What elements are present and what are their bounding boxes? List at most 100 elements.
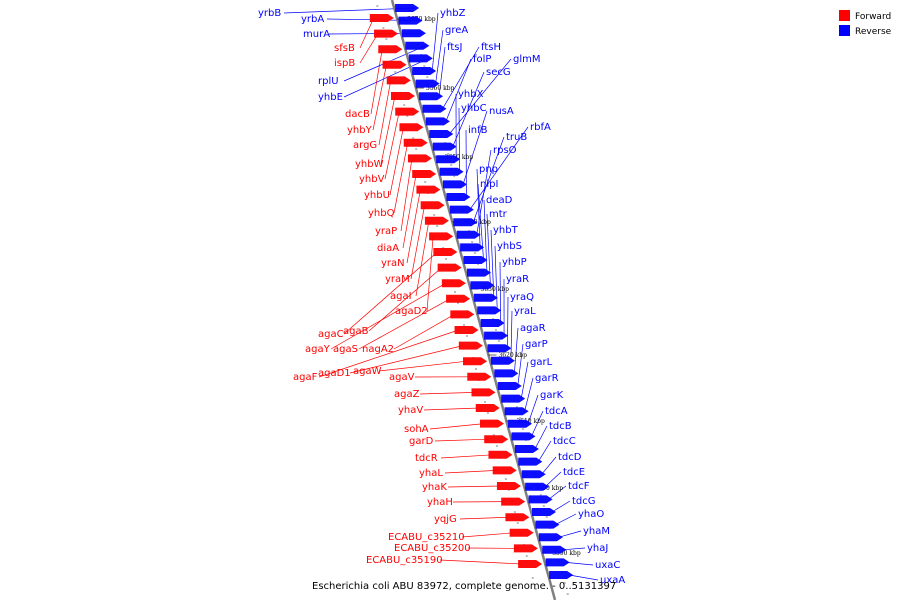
gene-label-ispb[interactable]: ispB [334, 58, 355, 69]
gene-label-garp[interactable]: garP [525, 339, 548, 350]
gene-label-rpso[interactable]: rpsO [493, 145, 517, 156]
gene-label-yhbv[interactable]: yhbV [359, 174, 385, 185]
axis-dot [406, 115, 409, 117]
forward-gene-leader [380, 95, 396, 165]
reverse-gene-leader [544, 471, 562, 488]
reverse-gene-glyph [446, 193, 471, 201]
gene-label-yrap[interactable]: yraP [375, 226, 397, 237]
gene-label-pnp[interactable]: pnp [479, 164, 498, 175]
gene-label-glmm[interactable]: glmM [513, 54, 541, 65]
gene-label-garr[interactable]: garR [535, 373, 559, 384]
forward-gene-glyph [420, 201, 445, 210]
gene-label-tdcg[interactable]: tdcG [572, 496, 596, 507]
gene-label-yrar[interactable]: yraR [506, 274, 529, 285]
gene-label-folp[interactable]: folP [473, 54, 491, 65]
gene-label-yham[interactable]: yhaM [583, 526, 610, 537]
gene-label-tdcc[interactable]: tdcC [553, 436, 576, 447]
gene-label-yhbp[interactable]: yhbP [502, 257, 527, 268]
gene-label-yram[interactable]: yraM [385, 274, 410, 285]
gene-label-yqjg[interactable]: yqjG [434, 514, 457, 525]
gene-label-yral[interactable]: yraL [514, 306, 536, 317]
gene-label-gard[interactable]: garD [409, 436, 434, 447]
gene-label-argg[interactable]: argG [353, 140, 377, 151]
gene-label-grea[interactable]: greA [445, 25, 468, 36]
gene-label-agac[interactable]: agaC [318, 329, 344, 340]
gene-label-yhbz[interactable]: yhbZ [440, 8, 466, 19]
gene-label-agaw[interactable]: agaW [353, 366, 382, 377]
gene-label-dead[interactable]: deaD [486, 195, 513, 206]
gene-label-yraq[interactable]: yraQ [510, 292, 534, 303]
gene-label-gark[interactable]: garK [540, 390, 564, 401]
axis-dot [495, 329, 498, 331]
gene-label-agar[interactable]: agaR [520, 323, 546, 334]
gene-label-agas[interactable]: agaS [333, 344, 358, 355]
gene-label-yhbx[interactable]: yhbX [458, 89, 484, 100]
gene-label-agai[interactable]: agaI [390, 291, 412, 302]
gene-label-rplu[interactable]: rplU [318, 76, 339, 87]
gene-label-yhak[interactable]: yhaK [422, 482, 447, 493]
gene-label-tdca[interactable]: tdcA [545, 406, 568, 417]
gene-label-agaz[interactable]: agaZ [394, 389, 420, 400]
gene-label-yrba[interactable]: yrbA [301, 14, 324, 25]
gene-label-rbfa[interactable]: rbfA [530, 122, 551, 133]
gene-label-yhah[interactable]: yhaH [427, 497, 453, 508]
gene-label-ftsh[interactable]: ftsH [481, 42, 501, 53]
gene-label-ecabu-c35190[interactable]: ECABU_c35190 [366, 555, 443, 566]
gene-label-yhal[interactable]: yhaL [419, 468, 443, 479]
gene-label-secg[interactable]: secG [486, 67, 511, 78]
gene-label-agab[interactable]: agaB [343, 326, 369, 337]
gene-label-yhbs[interactable]: yhbS [497, 241, 522, 252]
gene-label-sfsb[interactable]: sfsB [334, 43, 355, 54]
gene-label-nlpi[interactable]: nlpI [480, 179, 498, 190]
gene-label-soha[interactable]: sohA [404, 424, 429, 435]
forward-gene-leader [440, 454, 493, 459]
axis-dot [515, 406, 518, 408]
gene-label-agad2[interactable]: agaD2 [395, 306, 428, 317]
gene-label-infb[interactable]: infB [468, 125, 488, 136]
gene-label-yhaj[interactable]: yhaJ [587, 543, 608, 554]
gene-label-yhbu[interactable]: yhbU [364, 190, 390, 201]
gene-label-tdce[interactable]: tdcE [563, 467, 585, 478]
gene-label-agay[interactable]: agaY [305, 344, 331, 355]
gene-label-ecabu-c35210[interactable]: ECABU_c35210 [388, 532, 465, 543]
axis-dot [466, 335, 469, 337]
forward-gene-glyph [496, 482, 521, 490]
gene-label-yhbt[interactable]: yhbT [493, 225, 519, 236]
gene-label-agav[interactable]: agaV [389, 372, 415, 383]
gene-label-agaf[interactable]: agaF [293, 372, 318, 383]
gene-label-tdcf[interactable]: tdcF [568, 481, 590, 492]
gene-label-tdcr[interactable]: tdcR [415, 453, 438, 464]
gene-label-uxac[interactable]: uxaC [595, 560, 620, 571]
gene-label-yhbc[interactable]: yhbC [461, 103, 487, 114]
gene-label-agad1[interactable]: agaD1 [318, 368, 351, 379]
gene-label-ecabu-c35200[interactable]: ECABU_c35200 [394, 543, 471, 554]
reverse-gene-leader [548, 485, 567, 500]
gene-label-yhbq[interactable]: yhbQ [368, 208, 395, 219]
gene-label-yran[interactable]: yraN [381, 258, 405, 269]
gene-label-yhbw[interactable]: yhbW [355, 159, 384, 170]
gene-label-yhao[interactable]: yhaO [578, 509, 604, 520]
gene-label-garl[interactable]: garL [530, 357, 553, 368]
gene-label-yhby[interactable]: yhbY [347, 125, 373, 136]
forward-gene-leader [447, 485, 501, 488]
gene-label-mtr[interactable]: mtr [489, 209, 508, 220]
gene-label-yhav[interactable]: yhaV [398, 405, 423, 416]
gene-label-dacb[interactable]: dacB [345, 109, 370, 120]
gene-label-yhbe[interactable]: yhbE [318, 92, 343, 103]
forward-gene-leader [410, 205, 426, 280]
reverse-gene-glyph [497, 382, 522, 390]
gene-label-diaa[interactable]: diaA [377, 243, 399, 254]
axis-dot [454, 291, 457, 293]
gene-label-trub[interactable]: truB [506, 132, 527, 143]
gene-label-nusa[interactable]: nusA [489, 106, 514, 117]
reverse-gene-glyph [528, 495, 553, 504]
gene-label-mura[interactable]: murA [303, 29, 330, 40]
gene-label-naga2[interactable]: nagA2 [362, 344, 394, 355]
gene-label-tdcb[interactable]: tdcB [549, 421, 572, 432]
gene-label-ftsj[interactable]: ftsJ [447, 42, 462, 53]
reverse-gene-leader [562, 547, 586, 551]
gene-label-yrbb[interactable]: yrbB [258, 8, 281, 19]
gene-label-tdcd[interactable]: tdcD [558, 452, 582, 463]
legend-swatch-reverse [839, 25, 850, 36]
gene-label-uxaa[interactable]: uxaA [600, 575, 625, 586]
